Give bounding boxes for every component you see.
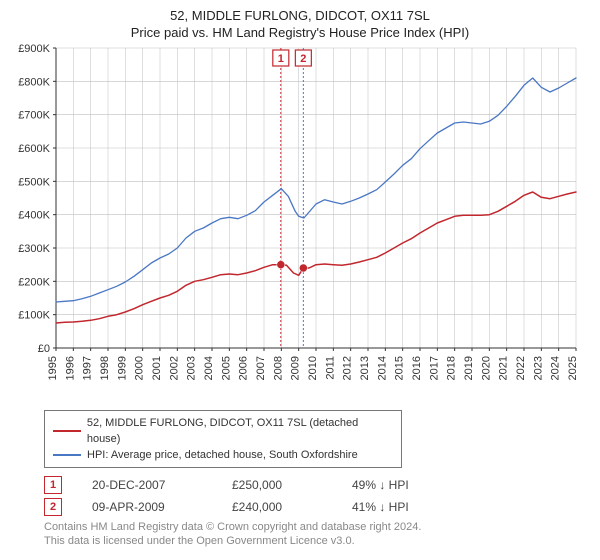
legend-swatch	[53, 454, 81, 456]
svg-text:£0: £0	[38, 343, 50, 355]
svg-text:2016: 2016	[411, 356, 423, 380]
svg-text:2019: 2019	[463, 356, 475, 380]
sales-table: 1 20-DEC-2007 £250,000 49% ↓ HPI 2 09-APR-200…	[44, 474, 586, 518]
svg-text:2018: 2018	[446, 356, 458, 380]
svg-text:2017: 2017	[428, 356, 440, 380]
legend-label: HPI: Average price, detached house, Sout…	[87, 447, 358, 463]
svg-text:2007: 2007	[255, 356, 267, 380]
legend-row: 52, MIDDLE FURLONG, DIDCOT, OX11 7SL (de…	[53, 415, 393, 447]
svg-text:2024: 2024	[550, 356, 562, 380]
svg-text:2003: 2003	[186, 356, 198, 380]
svg-text:£700K: £700K	[18, 110, 50, 122]
svg-text:2022: 2022	[515, 356, 527, 380]
svg-text:£900K: £900K	[18, 44, 50, 55]
svg-text:£400K: £400K	[18, 210, 50, 222]
sale-hpi-delta: 49% ↓ HPI	[352, 474, 452, 496]
legend-box: 52, MIDDLE FURLONG, DIDCOT, OX11 7SL (de…	[44, 410, 402, 468]
svg-text:£500K: £500K	[18, 176, 50, 188]
svg-text:2001: 2001	[151, 356, 163, 380]
title-main: 52, MIDDLE FURLONG, DIDCOT, OX11 7SL	[8, 8, 592, 23]
svg-text:2023: 2023	[532, 356, 544, 380]
sale-row: 1 20-DEC-2007 £250,000 49% ↓ HPI	[44, 474, 586, 496]
svg-text:£300K: £300K	[18, 243, 50, 255]
title-sub: Price paid vs. HM Land Registry's House …	[8, 25, 592, 40]
svg-text:2008: 2008	[272, 356, 284, 380]
chart-container: 52, MIDDLE FURLONG, DIDCOT, OX11 7SL Pri…	[0, 0, 600, 552]
attribution-line-1: Contains HM Land Registry data © Crown c…	[44, 520, 586, 534]
svg-text:£100K: £100K	[18, 310, 50, 322]
svg-text:1996: 1996	[64, 356, 76, 380]
titles-block: 52, MIDDLE FURLONG, DIDCOT, OX11 7SL Pri…	[8, 8, 592, 40]
svg-text:2010: 2010	[307, 356, 319, 380]
sale-price: £240,000	[232, 496, 322, 518]
sale-date: 09-APR-2009	[92, 496, 202, 518]
svg-text:2000: 2000	[134, 356, 146, 380]
attribution: Contains HM Land Registry data © Crown c…	[44, 520, 586, 548]
sale-marker-badge: 1	[44, 476, 62, 494]
legend-label: 52, MIDDLE FURLONG, DIDCOT, OX11 7SL (de…	[87, 415, 393, 447]
svg-text:2020: 2020	[480, 356, 492, 380]
legend-row: HPI: Average price, detached house, Sout…	[53, 447, 393, 463]
attribution-line-2: This data is licensed under the Open Gov…	[44, 534, 586, 548]
svg-text:2021: 2021	[498, 356, 510, 380]
svg-text:2002: 2002	[168, 356, 180, 380]
svg-text:2011: 2011	[324, 356, 336, 380]
svg-text:1995: 1995	[47, 356, 59, 380]
svg-text:2: 2	[300, 53, 306, 65]
svg-text:1: 1	[278, 53, 284, 65]
svg-text:2015: 2015	[394, 356, 406, 380]
sale-row: 2 09-APR-2009 £240,000 41% ↓ HPI	[44, 496, 586, 518]
chart-area: £0 £100K £200K £300K £400K £500K £600K £700K £80…	[8, 44, 592, 404]
sale-date: 20-DEC-2007	[92, 474, 202, 496]
svg-text:2014: 2014	[376, 356, 388, 380]
svg-text:1997: 1997	[82, 356, 94, 380]
svg-text:2013: 2013	[359, 356, 371, 380]
svg-text:2005: 2005	[220, 356, 232, 380]
svg-text:2012: 2012	[342, 356, 354, 380]
svg-text:£800K: £800K	[18, 76, 50, 88]
svg-text:1999: 1999	[116, 356, 128, 380]
svg-text:£200K: £200K	[18, 276, 50, 288]
svg-text:1998: 1998	[99, 356, 111, 380]
svg-text:2025: 2025	[567, 356, 579, 380]
svg-text:£600K: £600K	[18, 143, 50, 155]
legend-swatch	[53, 430, 81, 432]
sale-price: £250,000	[232, 474, 322, 496]
chart-svg: £0 £100K £200K £300K £400K £500K £600K £700K £80…	[8, 44, 592, 404]
svg-text:2009: 2009	[290, 356, 302, 380]
sale-hpi-delta: 41% ↓ HPI	[352, 496, 452, 518]
svg-text:2006: 2006	[238, 356, 250, 380]
sale-marker-badge: 2	[44, 498, 62, 516]
svg-text:2004: 2004	[203, 356, 215, 380]
